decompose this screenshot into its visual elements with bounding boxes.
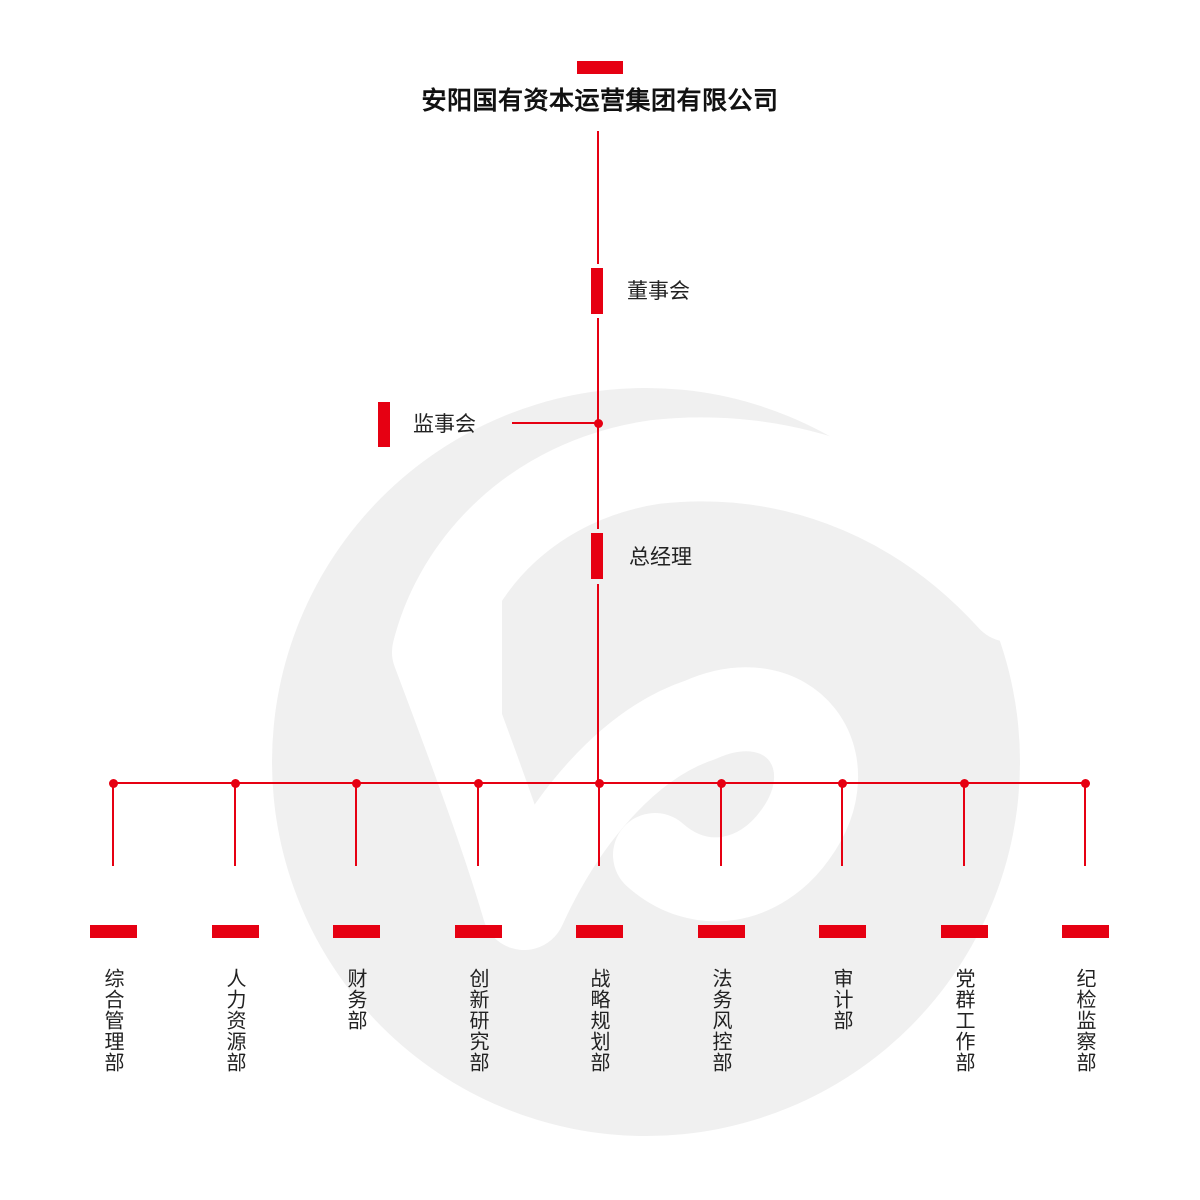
department-bar: [332, 925, 380, 938]
department-bar: [89, 925, 137, 938]
department-node: 审计部: [818, 779, 866, 1031]
department-connector-line: [1084, 783, 1086, 866]
department-connector-line: [355, 783, 357, 866]
general-manager-label: 总经理: [629, 545, 692, 569]
department-label: 法务风控部: [709, 968, 733, 1073]
department-bar: [1061, 925, 1109, 938]
junction-dot: [594, 779, 604, 788]
department-label: 战略规划部: [587, 968, 611, 1073]
department-node: 纪检监察部: [1061, 779, 1109, 1073]
junction-dot: [473, 779, 483, 788]
board-node-bar: [591, 268, 603, 314]
junction-dot: [716, 779, 726, 788]
department-node: 战略规划部: [575, 779, 623, 1073]
department-node: 综合管理部: [89, 779, 137, 1073]
junction-dot: [959, 779, 969, 788]
general-manager-node-bar: [591, 533, 603, 579]
department-label: 纪检监察部: [1073, 968, 1097, 1073]
department-connector-line: [112, 783, 114, 866]
supervisory-node-bar: [378, 402, 390, 447]
department-label: 创新研究部: [466, 968, 490, 1073]
trunk-line-lower: [597, 584, 599, 783]
department-bar: [697, 925, 745, 938]
junction-dot: [1080, 779, 1090, 788]
department-connector-line: [841, 783, 843, 866]
junction-dot: [837, 779, 847, 788]
department-bar: [575, 925, 623, 938]
department-bar: [818, 925, 866, 938]
junction-dot: [230, 779, 240, 788]
department-bar: [454, 925, 502, 938]
department-connector-line: [598, 783, 600, 866]
department-node: 创新研究部: [454, 779, 502, 1073]
department-node: 人力资源部: [211, 779, 259, 1073]
board-label: 董事会: [627, 279, 690, 303]
department-connector-line: [963, 783, 965, 866]
trunk-line-upper: [597, 131, 599, 264]
department-connector-line: [720, 783, 722, 866]
department-label: 党群工作部: [952, 968, 976, 1073]
department-bar: [211, 925, 259, 938]
title-accent-bar: [577, 61, 623, 74]
department-label: 综合管理部: [101, 968, 125, 1073]
junction-dot: [351, 779, 361, 788]
department-connector-line: [477, 783, 479, 866]
department-node: 财务部: [332, 779, 380, 1031]
department-connector-line: [234, 783, 236, 866]
department-bar: [940, 925, 988, 938]
supervisory-junction-dot: [594, 419, 603, 428]
company-title: 安阳国有资本运营集团有限公司: [421, 86, 779, 115]
department-label: 财务部: [344, 968, 368, 1031]
junction-dot: [108, 779, 118, 788]
department-label: 审计部: [830, 968, 854, 1031]
department-node: 法务风控部: [697, 779, 745, 1073]
supervisory-connector-line: [512, 422, 598, 424]
department-label: 人力资源部: [223, 968, 247, 1073]
supervisory-label: 监事会: [413, 412, 476, 436]
department-node: 党群工作部: [940, 779, 988, 1073]
